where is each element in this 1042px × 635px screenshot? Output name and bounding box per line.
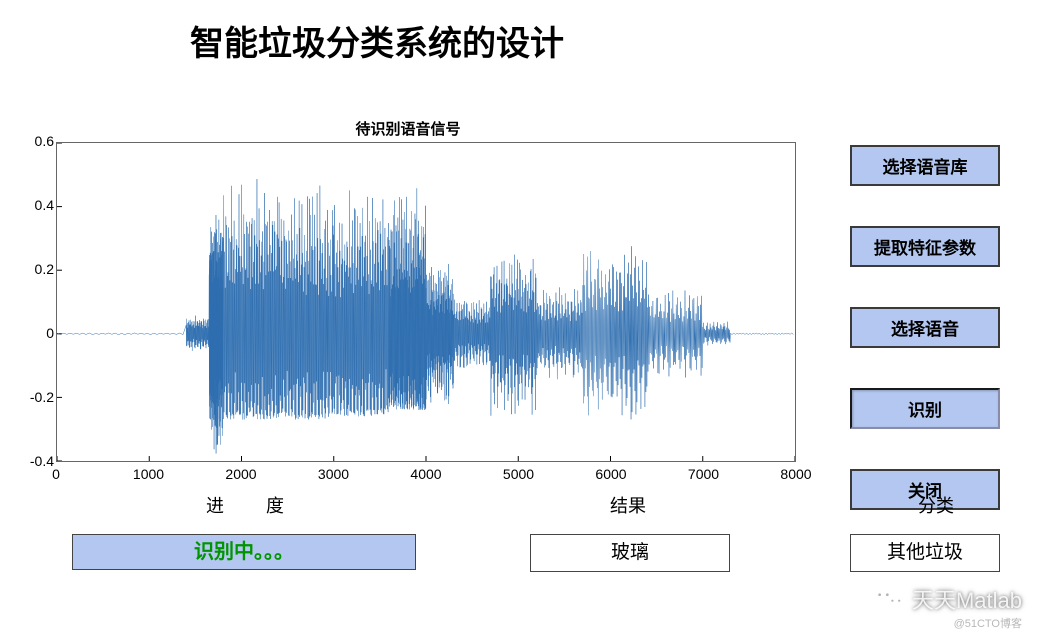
y-tick-label: 0.4 [14, 197, 54, 213]
x-tick-label: 0 [52, 466, 60, 482]
progress-label: 进 度 [206, 492, 286, 518]
waveform-svg [57, 143, 795, 461]
watermark-sub: @51CTO博客 [954, 615, 1022, 631]
y-tick-label: 0.2 [14, 261, 54, 277]
extract-features-button[interactable]: 提取特征参数 [850, 226, 1000, 267]
y-tick-label: 0 [14, 325, 54, 341]
result-value: 玻璃 [530, 534, 730, 572]
plot-box [56, 142, 796, 462]
wechat-icon [872, 585, 906, 613]
watermark-text: 天天Matlab [912, 583, 1022, 615]
y-tick-label: 0.6 [14, 133, 54, 149]
result-label: 结果 [610, 492, 646, 518]
x-tick-label: 5000 [503, 466, 534, 482]
button-panel: 选择语音库 提取特征参数 选择语音 识别 关闭 [840, 145, 1010, 550]
x-tick-label: 8000 [780, 466, 811, 482]
x-tick-label: 1000 [133, 466, 164, 482]
category-label: 分类 [918, 492, 954, 518]
select-audio-button[interactable]: 选择语音 [850, 307, 1000, 348]
chart-title: 待识别语音信号 [8, 118, 808, 139]
y-tick-label: -0.4 [14, 453, 54, 469]
x-tick-label: 6000 [595, 466, 626, 482]
recognize-button[interactable]: 识别 [850, 388, 1000, 429]
waveform-chart: 待识别语音信号 -0.4 -0.2 0 0.2 0.4 0.6 0 1000 2000 3000 4… [8, 118, 808, 498]
select-library-button[interactable]: 选择语音库 [850, 145, 1000, 186]
x-tick-label: 4000 [410, 466, 441, 482]
y-tick-label: -0.2 [14, 389, 54, 405]
watermark: 天天Matlab [872, 583, 1022, 615]
x-tick-label: 2000 [225, 466, 256, 482]
category-value: 其他垃圾 [850, 534, 1000, 572]
x-tick-label: 3000 [318, 466, 349, 482]
page-title: 智能垃圾分类系统的设计 [190, 16, 564, 65]
progress-status: 识别中。。。 [72, 534, 416, 570]
x-tick-label: 7000 [688, 466, 719, 482]
